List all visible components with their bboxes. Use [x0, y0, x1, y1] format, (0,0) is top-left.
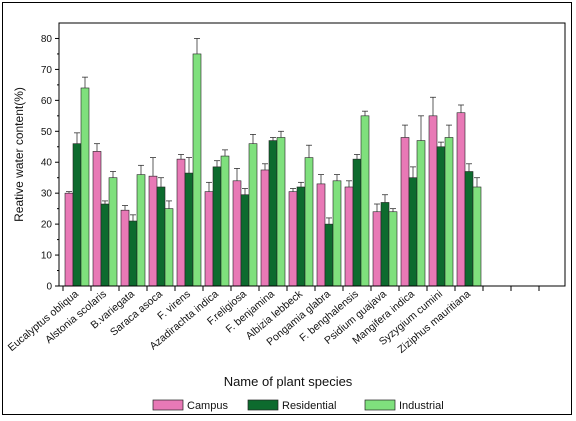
- bar-residential-6: [240, 194, 250, 287]
- y-tick-label: 60: [41, 96, 53, 107]
- bar-residential-13: [436, 146, 446, 287]
- y-tick-label: 80: [41, 34, 53, 45]
- bar-residential-3: [156, 186, 166, 287]
- bar-industrial-11: [388, 211, 398, 287]
- y-tick-label: 70: [41, 65, 53, 76]
- legend-label-industrial: Industrial: [399, 400, 444, 412]
- bar-residential-12: [408, 177, 418, 287]
- bar-campus-7: [260, 169, 270, 287]
- bar-campus-13: [428, 115, 438, 287]
- y-axis-label: Reative water content(%): [12, 87, 26, 222]
- bar-industrial-2: [136, 174, 146, 287]
- legend-swatch-residential: [247, 399, 279, 411]
- bar-industrial-4: [192, 53, 202, 287]
- bar-residential-2: [128, 220, 138, 287]
- y-tick-label: 30: [41, 189, 53, 200]
- bar-campus-3: [148, 175, 158, 287]
- bar-industrial-6: [248, 143, 258, 287]
- bar-campus-2: [120, 209, 130, 287]
- legend-swatch-campus: [152, 399, 184, 411]
- y-tick-label: 10: [41, 251, 53, 262]
- plot-area: [58, 22, 566, 287]
- bar-industrial-14: [472, 186, 482, 287]
- y-tick-label: 0: [46, 282, 52, 293]
- bar-campus-9: [316, 183, 326, 287]
- legend-label-residential: Residential: [282, 400, 336, 412]
- bar-residential-7: [268, 140, 278, 287]
- bar-industrial-1: [108, 177, 118, 287]
- bar-industrial-13: [444, 137, 454, 287]
- bar-campus-5: [204, 191, 214, 287]
- bar-industrial-10: [360, 115, 370, 287]
- y-tick-label: 40: [41, 158, 53, 169]
- bar-residential-14: [464, 171, 474, 287]
- y-tick-label: 20: [41, 220, 53, 231]
- x-axis-label: Name of plant species: [224, 374, 353, 389]
- bar-campus-4: [176, 158, 186, 287]
- bar-industrial-12: [416, 140, 426, 287]
- bar-industrial-7: [276, 137, 286, 287]
- bar-residential-10: [352, 158, 362, 287]
- bar-residential-9: [324, 223, 334, 287]
- chart-frame: 0 10 20 30 40 50 60 70 80 Eucalyptus obliqua Alst…: [2, 2, 572, 415]
- bar-residential-8: [296, 186, 306, 287]
- bar-campus-8: [288, 191, 298, 287]
- bar-campus-0: [64, 192, 74, 287]
- bar-campus-1: [92, 151, 102, 287]
- bar-industrial-0: [80, 87, 90, 287]
- bar-residential-5: [212, 166, 222, 287]
- legend: Campus Residential Industrial: [152, 399, 444, 412]
- bar-campus-6: [232, 180, 242, 287]
- bar-residential-4: [184, 172, 194, 287]
- y-tick-label: 50: [41, 127, 53, 138]
- bar-campus-11: [372, 211, 382, 287]
- bar-residential-1: [100, 203, 110, 287]
- legend-swatch-industrial: [364, 399, 396, 411]
- bar-industrial-9: [332, 180, 342, 287]
- bar-campus-12: [400, 137, 410, 287]
- bar-industrial-5: [220, 155, 230, 287]
- bar-residential-0: [72, 143, 82, 287]
- bar-industrial-3: [164, 208, 174, 287]
- bar-residential-11: [380, 202, 390, 287]
- bar-industrial-8: [304, 157, 314, 287]
- legend-label-campus: Campus: [187, 400, 228, 412]
- bar-campus-10: [344, 186, 354, 287]
- bar-campus-14: [456, 112, 466, 287]
